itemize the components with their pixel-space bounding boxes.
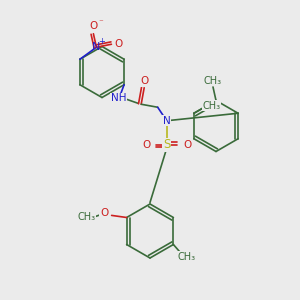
Text: O: O — [183, 140, 191, 150]
Text: CH₃: CH₃ — [178, 251, 196, 262]
Text: +: + — [98, 37, 105, 46]
Text: N: N — [163, 116, 171, 126]
Text: ⁻: ⁻ — [98, 19, 103, 28]
Text: N: N — [92, 42, 100, 52]
Text: O: O — [142, 140, 150, 150]
Text: O: O — [100, 208, 108, 218]
Text: CH₃: CH₃ — [204, 76, 222, 86]
Text: O: O — [89, 21, 98, 31]
Text: NH: NH — [111, 93, 126, 103]
Text: O: O — [114, 39, 122, 49]
Text: CH₃: CH₃ — [202, 101, 220, 111]
Text: CH₃: CH₃ — [77, 212, 95, 223]
Text: S: S — [163, 138, 170, 151]
Text: O: O — [140, 76, 148, 86]
